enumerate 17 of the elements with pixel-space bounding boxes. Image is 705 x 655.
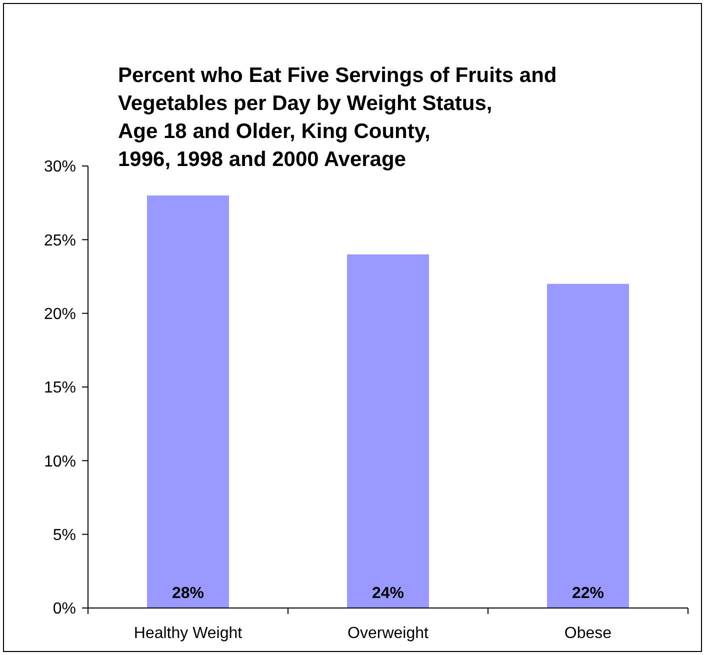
chart-title: Percent who Eat Five Servings of Fruits and Vegetables per Day by Weight Status, Age 18 and Older, King County, 1996, 1998 and 2000 Average — [118, 64, 557, 171]
y-tick-label: 10% — [44, 453, 76, 470]
y-tick-label: 30% — [44, 158, 76, 176]
bar — [547, 284, 629, 608]
bar — [147, 195, 229, 608]
y-tick-label: 25% — [44, 232, 76, 250]
data-label: 24% — [372, 585, 404, 602]
y-tick-label: 5% — [52, 526, 76, 544]
data-label: 28% — [172, 585, 204, 602]
y-tick-label: 0% — [52, 600, 76, 618]
x-tick-label: Healthy Weight — [134, 625, 243, 642]
x-tick-label: Obese — [564, 625, 612, 642]
data-label: 22% — [572, 585, 604, 602]
x-tick-label: Overweight — [348, 625, 430, 642]
y-tick-label: 20% — [44, 306, 76, 323]
bar — [347, 254, 429, 608]
y-tick-label: 15% — [44, 380, 76, 397]
